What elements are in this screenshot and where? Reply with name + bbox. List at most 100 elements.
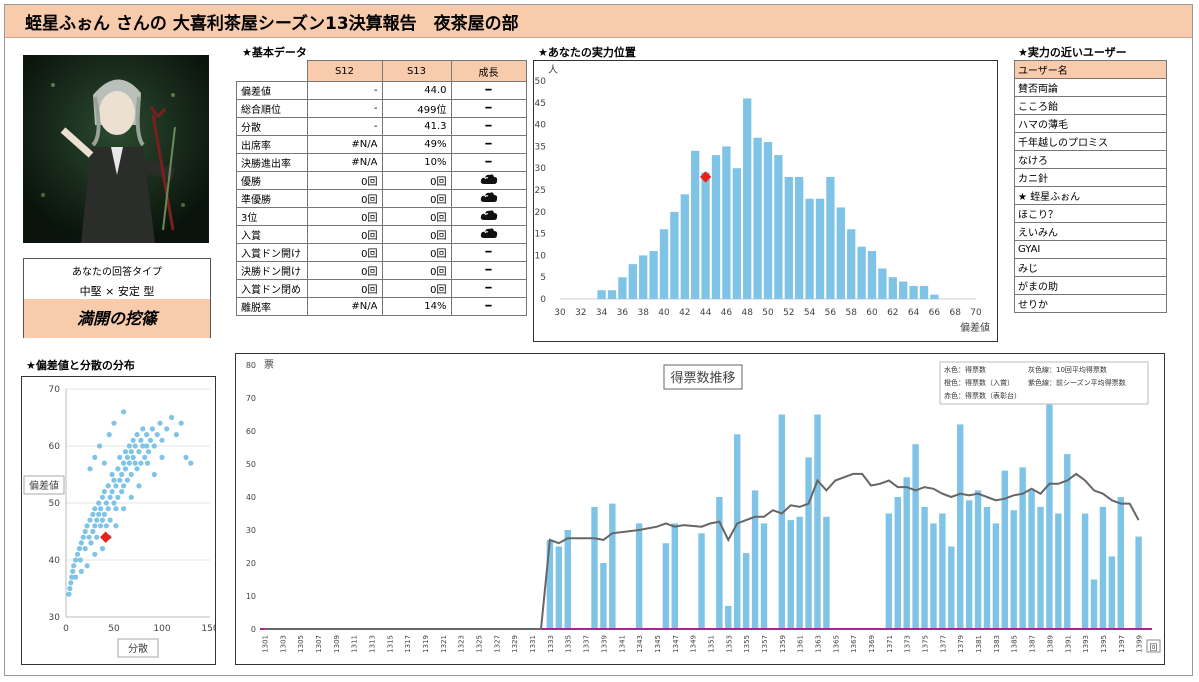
votes-xtick-label: 1361 [797,635,805,653]
similar-user-name: がまの助 [1014,276,1167,295]
stats-s13: 41.3 [381,117,452,136]
section-title-scatter: ★偏差値と分散の分布 [26,359,135,372]
scatter-point [140,443,146,449]
stats-s12: 0回 [306,261,383,280]
stats-s12: - [306,99,383,118]
votes-xtick-label: 1349 [690,635,698,653]
votes-ytick-label: 80 [246,361,256,370]
votes-xtick-label: 1317 [404,635,412,653]
scatter-user-marker [99,531,112,543]
votes-ytick-label: 0 [251,625,256,634]
stats-growth: ━ [450,135,527,154]
scatter-point [130,437,136,443]
votes-bar [591,506,598,629]
dist-ytick-label: 10 [535,251,547,261]
scatter-point [84,563,90,569]
votes-bar [742,553,750,629]
votes-xtick-label: 1359 [779,635,787,653]
dist-ytick-label: 50 [535,77,547,87]
scatter-point [134,466,140,472]
dist-xtick-label: 60 [866,308,878,318]
scatter-point [124,477,131,483]
scatter-point [103,523,109,529]
stats-header-row: S12 S13 成長 [236,60,527,82]
dist-xtick-label: 52 [783,308,794,318]
stats-row: 3位 0回 0回 [236,207,527,226]
stats-s13: 0回 [381,189,452,208]
similar-user-row: 賛否両論 [1014,78,1167,97]
stats-s12: 0回 [306,225,383,244]
stats-label: 偏差値 [236,81,308,100]
stats-label: 入賞ドン閉め [236,279,308,298]
votes-xtick-label: 1341 [618,635,626,653]
stats-label: 3位 [236,207,308,226]
scatter-point [122,449,129,455]
scatter-point [130,454,136,460]
votes-bar [546,539,554,629]
cloud-icon [480,174,497,184]
dist-bar [732,168,741,299]
cloud-icon [480,210,497,220]
similar-user-row: こころ飴 [1014,96,1167,115]
votes-legend-item: 灰色線：10回平均得票数 [1028,365,1107,374]
stats-label: 離脱率 [236,297,308,316]
section-title-similar: ★実力の近いユーザー [1018,46,1127,59]
stats-s13: 0回 [381,243,452,262]
scatter-point [101,460,107,466]
scatter-point [113,523,119,529]
similar-user-name: せりか [1014,294,1167,313]
dist-ytick-label: 30 [535,164,547,174]
similar-users-table: ユーザー名 賛否両論 こころ飴 ハマの薄毛 千年越しのプロミス なけろ カニ針 ★ 蛭星ふぉ… [1014,60,1167,313]
dist-bar [649,251,658,299]
stats-s12: #N/A [306,297,383,316]
votes-bar [912,444,919,629]
scatter-point [173,432,179,438]
stats-row: 準優勝 0回 0回 [236,189,527,208]
dist-ylabel: 人 [548,64,558,76]
votes-xlabel: 回 [1150,643,1158,652]
stats-s13: 0回 [381,225,452,244]
dist-bar [618,277,627,299]
votes-xtick-label: 1399 [1136,635,1144,653]
scatter-point [76,546,83,552]
dist-bar [711,155,721,299]
stats-s13: 0回 [381,207,452,226]
dist-bar [878,268,887,299]
scatter-point [88,540,94,546]
votes-xtick-label: 1385 [1011,635,1019,653]
votes-xlabel-box [1146,639,1161,653]
stats-table: S12 S13 成長 偏差値 -44.0 ━ 総合順位 -499位 ━ 分散 -41.3 ━ 出席… [236,60,527,316]
scatter-point [159,454,165,460]
dist-ytick-label: 45 [535,99,546,109]
scatter-point [86,534,92,540]
similar-user-name: ★ 蛭星ふぉん [1014,186,1167,205]
dist-bar [680,194,689,299]
stats-row: 出席率 #N/A 49% ━ [236,135,527,154]
stats-growth [450,207,527,226]
stats-header-blank [236,60,308,82]
votes-bar [965,500,973,629]
stats-growth [450,171,527,190]
stats-s12: - [306,81,383,100]
dist-xtick-label: 64 [908,308,920,318]
dist-xtick-label: 34 [596,308,608,318]
votes-bar [760,523,768,629]
scatter-point [138,437,144,443]
stats-s12: - [306,117,383,136]
votes-xtick-label: 1373 [904,635,912,653]
stats-s13: 0回 [381,279,452,298]
stats-s13: 44.0 [381,81,452,100]
scatter-point [99,517,106,523]
scatter-point [84,523,90,529]
scatter-xtick-label: 0 [63,624,69,634]
stats-s12: 0回 [306,243,383,262]
stats-s13: 10% [381,153,452,172]
scatter-ylabel-box [23,475,65,495]
avatar-image [23,55,209,243]
scatter-point [94,517,100,523]
scatter-point [82,528,88,535]
votes-ytick-label: 40 [246,493,256,502]
votes-xtick-label: 1323 [458,635,466,653]
stats-row: 入賞 0回 0回 [236,225,527,244]
dist-xtick-label: 58 [845,308,857,318]
